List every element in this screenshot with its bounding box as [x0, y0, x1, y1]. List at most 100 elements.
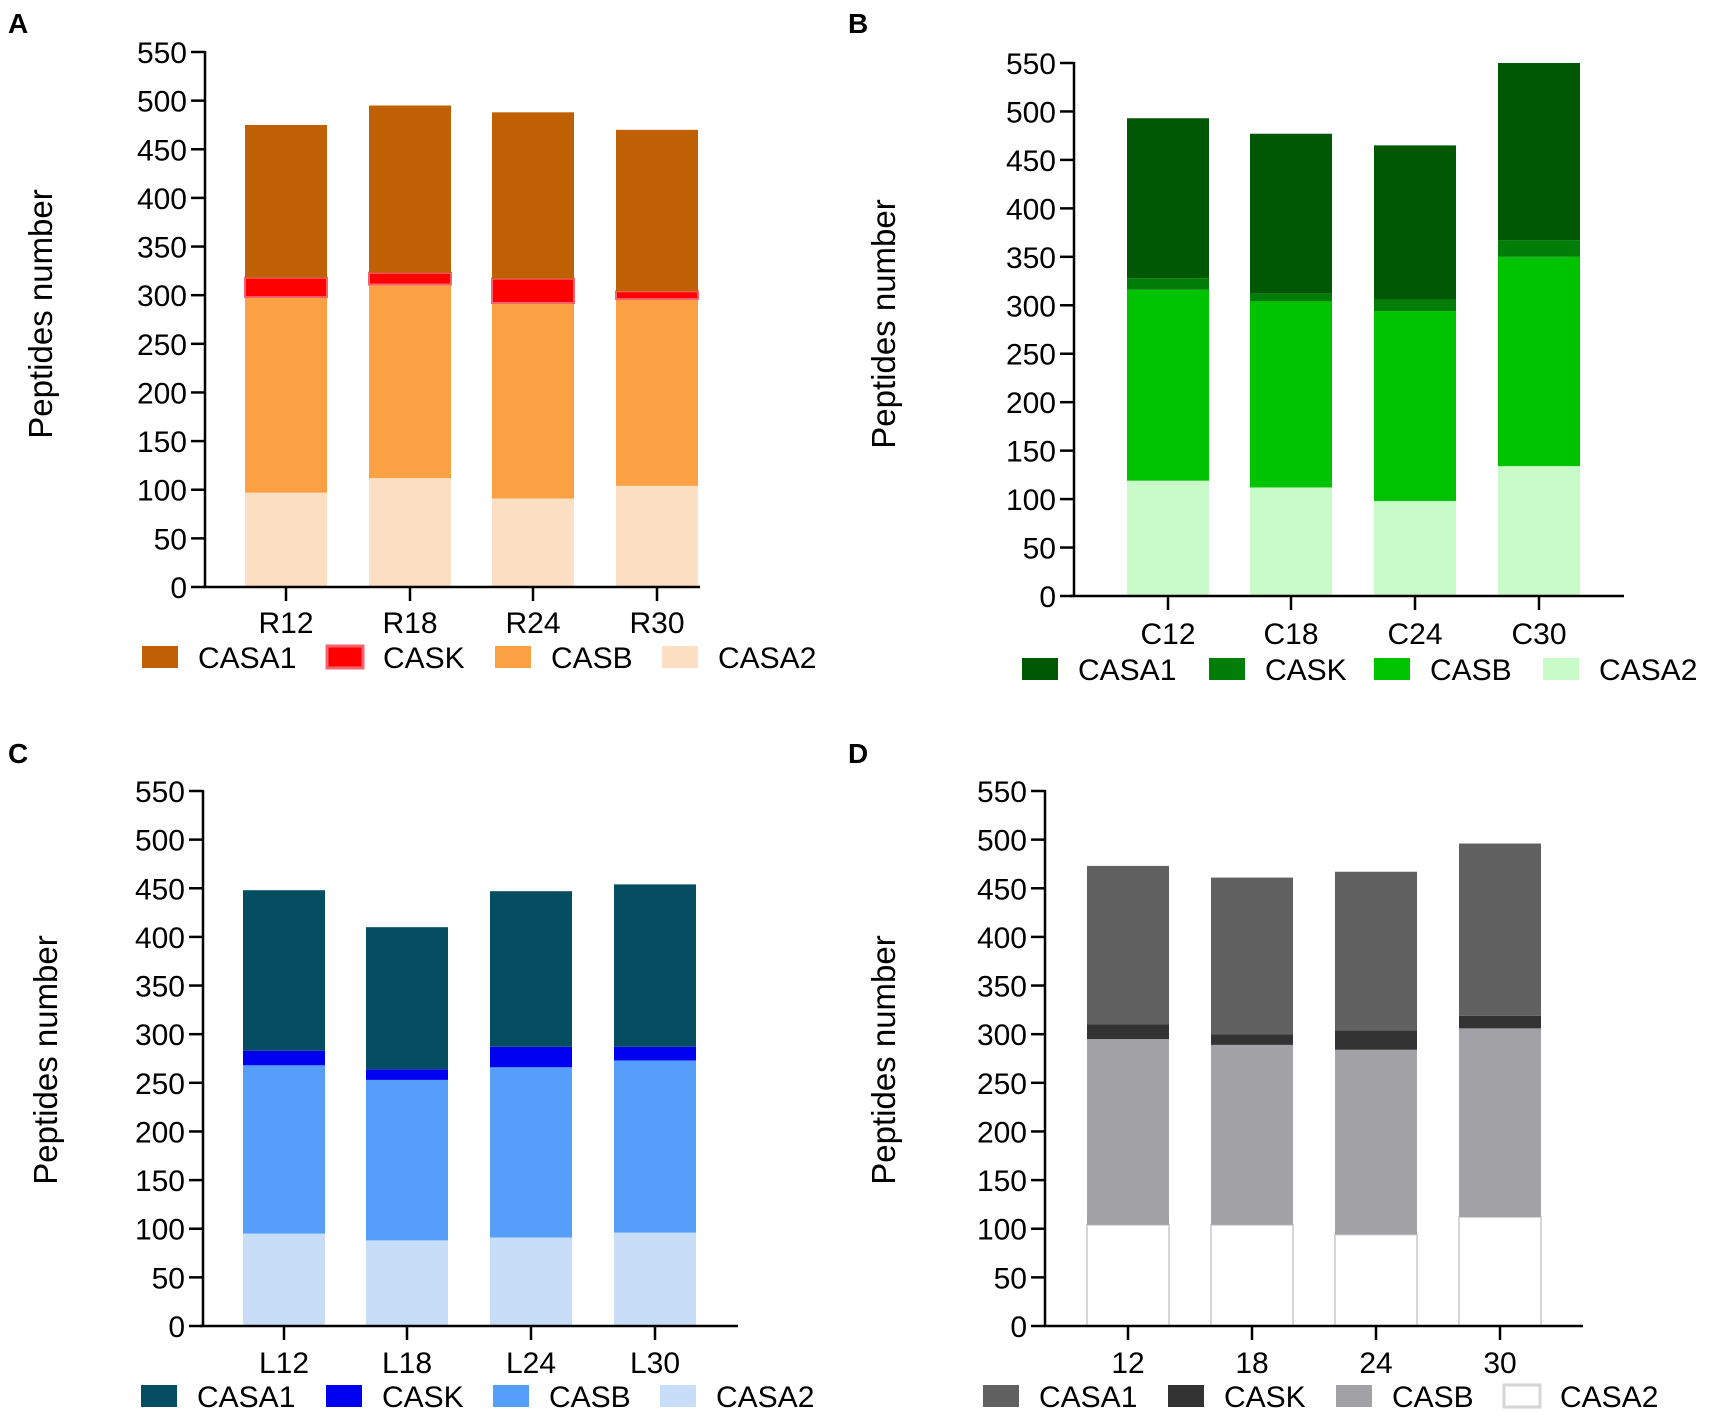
bar-cask-18	[1211, 1034, 1293, 1045]
bar-casa2-c30	[1498, 466, 1580, 596]
bar-casa1-r18	[369, 105, 451, 273]
bar-casa2-r18	[369, 478, 451, 587]
legend-swatch-casa2	[662, 646, 698, 668]
bar-casa2-l24	[490, 1237, 572, 1326]
panel-d: D Peptides number 0 50 100 150 200 250 300 350 400…	[848, 738, 1658, 1414]
bar-casb-r12	[245, 297, 327, 493]
legend-swatch-casa1	[1022, 658, 1058, 680]
x-tick-label: L30	[630, 1347, 680, 1380]
y-axis-label: Peptides number	[865, 199, 902, 448]
y-tick-label: 100	[137, 475, 187, 508]
y-tick-label: 400	[137, 183, 187, 216]
bar-cask-r18	[368, 271, 452, 286]
bar-casa1-l12	[243, 890, 325, 1051]
y-tick-label: 500	[135, 825, 185, 858]
bar-casa1-c30	[1498, 63, 1580, 241]
y-tick-label: 100	[977, 1214, 1027, 1247]
legend-label-casb: CASB	[551, 642, 633, 675]
legend-swatch-casa1	[142, 646, 178, 668]
legend-label-cask: CASK	[1265, 654, 1347, 687]
y-tick-label: 550	[977, 776, 1027, 809]
x-tick-label: L24	[506, 1347, 556, 1380]
y-tick-label: 350	[1006, 242, 1056, 275]
bar-casb-c24	[1374, 311, 1456, 502]
bar-casb-12	[1087, 1039, 1169, 1225]
legend-swatch-casa1	[141, 1385, 177, 1407]
y-tick-label: 250	[135, 1068, 185, 1101]
y-tick-label: 550	[1006, 48, 1056, 81]
y-tick-label: 200	[137, 377, 187, 410]
y-tick-label: 300	[137, 280, 187, 313]
bar-cask-l24	[490, 1046, 572, 1068]
bar-casa1-l30	[614, 884, 696, 1047]
legend-label-casa1: CASA1	[1078, 654, 1176, 687]
legend-swatch-casb	[493, 1385, 529, 1407]
bar-casb-24	[1335, 1049, 1417, 1235]
bar-casb-c18	[1250, 301, 1332, 488]
y-tick-label: 200	[977, 1116, 1027, 1149]
bar-casa1-24	[1335, 871, 1417, 1031]
panel-label: B	[848, 8, 868, 39]
bar-cask-c24	[1374, 299, 1456, 312]
bar-casa1-30	[1459, 843, 1541, 1016]
x-tick-label: C24	[1387, 618, 1442, 651]
y-axis-label: Peptides number	[22, 189, 59, 438]
legend-swatch-casa2	[660, 1385, 696, 1407]
bar-casa2-r12	[245, 492, 327, 587]
panel-label: A	[8, 8, 28, 39]
bar-casb-c12	[1127, 289, 1209, 481]
y-tick-label: 200	[135, 1116, 185, 1149]
bar-casa1-c24	[1374, 145, 1456, 300]
x-tick-label: 12	[1111, 1347, 1144, 1380]
y-tick-label: 0	[1010, 1311, 1027, 1344]
bar-casa2-c24	[1374, 501, 1456, 596]
bar-cask-r24	[491, 277, 575, 304]
y-tick-label: 50	[154, 523, 187, 556]
legend-swatch-casa1	[983, 1385, 1019, 1407]
legend-swatch-casa2	[1502, 1383, 1542, 1409]
legend-label-casa1: CASA1	[197, 1381, 295, 1414]
bar-cask-r12	[244, 276, 328, 299]
bar-casa2-r30	[616, 485, 698, 587]
y-tick-label: 150	[1006, 436, 1056, 469]
bar-cask-l18	[366, 1069, 448, 1080]
bar-casa2-l12	[243, 1233, 325, 1326]
y-tick-label: 400	[977, 922, 1027, 955]
bar-cask-30	[1459, 1015, 1541, 1029]
bar-casa1-12	[1087, 865, 1169, 1025]
bar-casb-r30	[616, 299, 698, 486]
bar-casb-l12	[243, 1065, 325, 1234]
legend-label-casa1: CASA1	[198, 642, 296, 675]
y-tick-label: 100	[1006, 484, 1056, 517]
y-tick-label: 100	[135, 1214, 185, 1247]
y-tick-label: 300	[135, 1019, 185, 1052]
y-tick-label: 500	[1006, 96, 1056, 129]
x-tick-label: R24	[505, 607, 560, 640]
legend-label-casb: CASB	[1430, 654, 1512, 687]
y-axis-label: Peptides number	[27, 935, 64, 1184]
x-tick-label: L12	[259, 1347, 309, 1380]
bar-casb-30	[1459, 1028, 1541, 1218]
y-axis-label: Peptides number	[865, 935, 902, 1184]
bar-cask-l12	[243, 1050, 325, 1066]
bar-cask-24	[1335, 1030, 1417, 1050]
x-tick-label: R12	[258, 607, 313, 640]
x-tick-label: C18	[1263, 618, 1318, 651]
y-tick-label: 350	[977, 971, 1027, 1004]
y-tick-label: 150	[135, 1165, 185, 1198]
legend-label-casa2: CASA2	[1560, 1381, 1658, 1414]
panel-label: C	[8, 738, 28, 769]
y-tick-label: 250	[1006, 339, 1056, 372]
bar-cask-l30	[614, 1046, 696, 1061]
bar-casa1-l18	[366, 927, 448, 1070]
bar-casa2-c12	[1127, 480, 1209, 596]
bar-casa1-r30	[616, 129, 698, 292]
bar-casa1-18	[1211, 877, 1293, 1035]
y-tick-label: 550	[137, 37, 187, 70]
legend-label-cask: CASK	[383, 642, 465, 675]
legend-swatch-casa2	[1543, 658, 1579, 680]
bar-casa1-c12	[1127, 118, 1209, 279]
panel-c: C Peptides number 0 50 100 150 200 250 300 350 400…	[8, 738, 814, 1414]
bar-casa1-r12	[245, 124, 327, 278]
